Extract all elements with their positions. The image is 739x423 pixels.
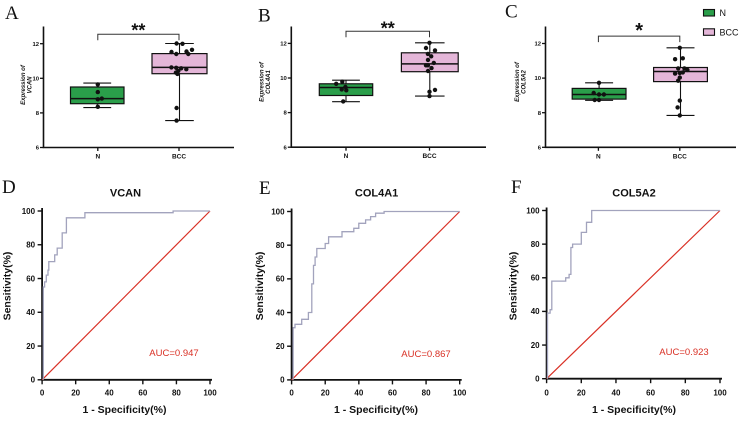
svg-text:60: 60: [138, 388, 147, 397]
svg-text:80: 80: [681, 388, 690, 397]
svg-text:20: 20: [321, 388, 330, 397]
svg-text:100: 100: [203, 388, 217, 397]
svg-text:1 - Specificity(%): 1 - Specificity(%): [334, 404, 418, 416]
svg-text:100: 100: [526, 206, 540, 215]
svg-text:80: 80: [422, 388, 431, 397]
svg-text:0: 0: [289, 388, 294, 397]
svg-text:100: 100: [453, 388, 467, 397]
svg-text:*: *: [635, 20, 643, 42]
svg-text:8: 8: [284, 111, 288, 117]
svg-text:20: 20: [26, 342, 35, 351]
svg-text:80: 80: [172, 388, 181, 397]
svg-text:0: 0: [280, 376, 285, 385]
svg-text:COL4A1: COL4A1: [266, 70, 272, 94]
svg-text:6: 6: [36, 146, 40, 152]
svg-text:60: 60: [26, 274, 35, 283]
svg-text:40: 40: [531, 307, 540, 316]
svg-text:12: 12: [534, 42, 541, 48]
svg-text:8: 8: [538, 111, 542, 117]
svg-text:VCAN: VCAN: [110, 187, 141, 199]
svg-text:BCC: BCC: [673, 153, 687, 160]
svg-text:20: 20: [276, 342, 285, 351]
svg-text:80: 80: [531, 240, 540, 249]
svg-text:1 - Specificity(%): 1 - Specificity(%): [592, 404, 676, 416]
svg-text:6: 6: [284, 145, 288, 151]
svg-text:0: 0: [40, 388, 45, 397]
svg-text:10: 10: [534, 76, 541, 82]
svg-text:COL5A2: COL5A2: [612, 187, 655, 199]
svg-text:B: B: [258, 5, 271, 26]
svg-text:AUC=0.923: AUC=0.923: [659, 347, 708, 358]
svg-text:Sensitivity(%): Sensitivity(%): [254, 252, 266, 321]
svg-text:Sensitivity(%): Sensitivity(%): [507, 252, 519, 321]
svg-text:100: 100: [22, 207, 36, 216]
svg-text:Sensitivity(%): Sensitivity(%): [1, 252, 13, 321]
svg-text:BCC: BCC: [422, 153, 436, 160]
svg-text:0: 0: [31, 376, 36, 385]
svg-text:C: C: [505, 2, 518, 23]
svg-text:20: 20: [531, 341, 540, 350]
svg-text:Expression of: Expression of: [260, 61, 266, 102]
svg-text:E: E: [259, 178, 271, 199]
svg-text:40: 40: [26, 308, 35, 317]
svg-text:60: 60: [646, 388, 655, 397]
svg-text:100: 100: [713, 388, 727, 397]
svg-text:20: 20: [71, 388, 80, 397]
svg-text:COL5A2: COL5A2: [522, 70, 528, 94]
svg-text:40: 40: [105, 388, 114, 397]
svg-text:AUC=0.947: AUC=0.947: [149, 348, 198, 359]
svg-text:**: **: [381, 18, 395, 38]
svg-text:80: 80: [26, 241, 35, 250]
svg-text:1 - Specificity(%): 1 - Specificity(%): [82, 404, 166, 416]
svg-text:COL4A1: COL4A1: [355, 187, 398, 199]
svg-text:N: N: [596, 153, 601, 160]
svg-text:80: 80: [276, 241, 285, 250]
svg-text:10: 10: [32, 76, 39, 82]
svg-text:8: 8: [36, 111, 40, 117]
svg-text:40: 40: [612, 388, 621, 397]
svg-text:60: 60: [388, 388, 397, 397]
svg-text:A: A: [5, 3, 19, 24]
svg-text:Expression of: Expression of: [21, 64, 27, 105]
svg-text:D: D: [2, 177, 16, 198]
svg-text:12: 12: [280, 42, 287, 48]
svg-text:60: 60: [276, 275, 285, 284]
svg-text:10: 10: [280, 76, 287, 82]
svg-text:0: 0: [544, 388, 549, 397]
svg-text:6: 6: [538, 145, 542, 151]
svg-text:100: 100: [271, 207, 285, 216]
svg-text:60: 60: [531, 274, 540, 283]
svg-text:**: **: [131, 20, 145, 40]
svg-text:12: 12: [32, 42, 39, 48]
svg-text:N: N: [720, 8, 727, 18]
svg-text:20: 20: [577, 388, 586, 397]
svg-text:F: F: [511, 177, 522, 198]
svg-text:AUC=0.867: AUC=0.867: [401, 349, 450, 360]
svg-text:VCAN: VCAN: [28, 76, 34, 94]
svg-text:N: N: [344, 153, 349, 160]
svg-text:40: 40: [276, 308, 285, 317]
svg-text:BCC: BCC: [720, 27, 739, 37]
svg-text:N: N: [95, 154, 100, 161]
svg-text:0: 0: [535, 375, 540, 384]
svg-text:40: 40: [354, 388, 363, 397]
svg-text:BCC: BCC: [172, 154, 186, 161]
svg-text:Expression of: Expression of: [515, 61, 521, 102]
